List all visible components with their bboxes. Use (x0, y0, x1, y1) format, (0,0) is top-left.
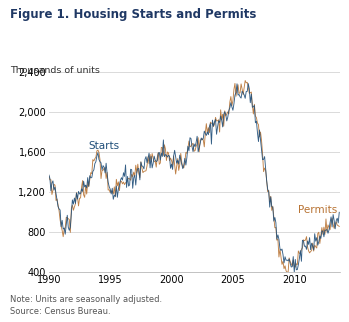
Text: Note: Units are seasonally adjusted.
Source: Census Bureau.: Note: Units are seasonally adjusted. Sou… (10, 295, 163, 316)
Text: Permits: Permits (298, 205, 337, 215)
Text: Thousands of units: Thousands of units (10, 66, 101, 75)
Text: Starts: Starts (88, 141, 119, 151)
Text: Figure 1. Housing Starts and Permits: Figure 1. Housing Starts and Permits (10, 8, 257, 21)
